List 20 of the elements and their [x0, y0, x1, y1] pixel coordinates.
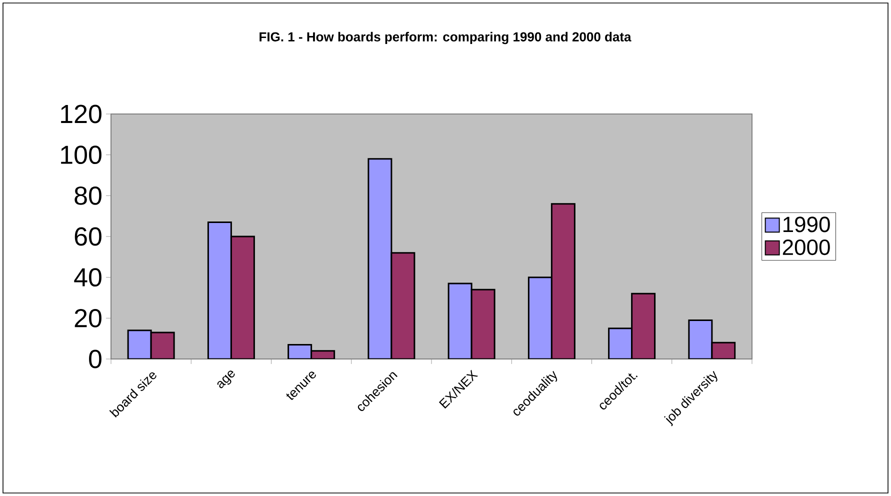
- bar: [207, 221, 232, 359]
- chart-title: FIG. 1 - How boards perform: comparing 1990 and 2000 data: [260, 32, 632, 44]
- bar: [230, 236, 255, 359]
- y-tick-label: 100: [61, 146, 102, 164]
- bar: [470, 288, 496, 359]
- y-tick-label: 0: [89, 350, 102, 368]
- y-tick-label: 80: [74, 186, 102, 205]
- bar: [552, 204, 575, 359]
- y-tick-label: 40: [74, 268, 102, 287]
- bar: [390, 252, 416, 359]
- bar: [528, 277, 552, 359]
- bar: [631, 292, 656, 359]
- legend-label: 2000: [782, 239, 830, 256]
- x-tick-label: age: [217, 370, 235, 388]
- bar: [448, 282, 472, 359]
- y-tick-label: 120: [61, 104, 102, 124]
- y-tick-label: 20: [74, 308, 102, 328]
- y-tick-label: 60: [74, 227, 102, 246]
- bar: [368, 158, 392, 359]
- legend-label: 1990: [783, 216, 830, 232]
